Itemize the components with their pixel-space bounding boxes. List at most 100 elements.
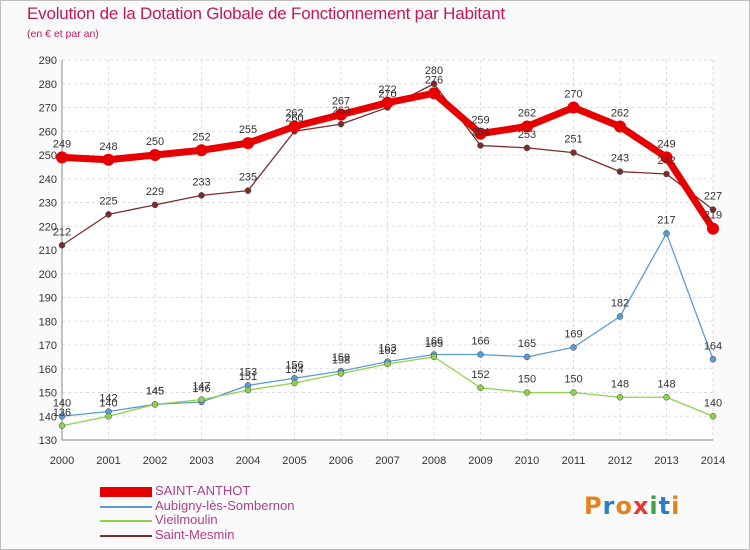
x-tick-label: 2012 [608, 455, 632, 467]
legend-label: Saint-Mesmin [155, 526, 235, 542]
data-point [660, 151, 673, 164]
data-point [105, 211, 112, 218]
data-label: 150 [564, 374, 582, 386]
y-tick-label: 200 [39, 269, 57, 281]
data-point [521, 120, 533, 133]
data-point [523, 389, 531, 396]
data-label: 280 [425, 65, 443, 77]
data-label: 252 [192, 131, 210, 143]
data-label: 272 [378, 84, 396, 96]
y-tick-label: 280 [39, 79, 57, 91]
data-label: 227 [704, 191, 722, 203]
data-label: 166 [425, 336, 443, 348]
x-tick-label: 2011 [562, 455, 586, 467]
data-label: 255 [239, 124, 257, 136]
data-point [570, 149, 577, 156]
legend-label: SAINT-ANTHOT [155, 483, 251, 498]
x-tick-label: 2006 [329, 455, 353, 467]
data-point [430, 353, 438, 361]
logo-letter: x [632, 492, 650, 520]
logo-letter: o [615, 492, 633, 520]
data-point [244, 386, 252, 394]
data-label: 164 [704, 340, 722, 352]
legend-swatch [100, 520, 152, 522]
data-point [616, 313, 624, 320]
y-tick-label: 180 [39, 316, 57, 328]
data-point [616, 168, 624, 175]
data-label: 233 [192, 176, 210, 188]
data-label: 158 [332, 355, 350, 367]
data-point [523, 144, 531, 152]
data-point [337, 370, 345, 377]
data-point [291, 379, 298, 387]
legend-item: SAINT-ANTHOT [100, 483, 360, 499]
y-tick-label: 170 [39, 340, 57, 352]
logo-letter: i [671, 492, 681, 520]
data-point [428, 87, 440, 100]
data-label: 251 [564, 134, 582, 146]
logo-letter: t [658, 492, 672, 520]
data-label: 182 [611, 298, 629, 310]
x-tick-label: 2008 [422, 455, 446, 467]
data-label: 152 [471, 369, 489, 381]
legend-label: Vieilmoulin [155, 512, 218, 527]
data-point [707, 222, 719, 235]
data-point [616, 394, 624, 401]
y-tick-label: 130 [39, 435, 57, 447]
legend: SAINT-ANTHOT Aubigny-lès-Sombernon Vieilmo… [100, 483, 360, 543]
data-label: 148 [657, 378, 675, 390]
data-point [198, 192, 205, 199]
data-label: 146 [192, 383, 210, 395]
data-label: 154 [285, 364, 303, 376]
x-tick-label: 2010 [515, 455, 539, 467]
data-point [58, 422, 66, 429]
data-point [477, 384, 484, 391]
data-point [242, 137, 254, 150]
data-label: 153 [239, 366, 257, 378]
data-point [663, 170, 670, 178]
data-label: 235 [239, 172, 257, 184]
data-label: 169 [564, 328, 582, 340]
y-tick-label: 250 [39, 150, 57, 162]
chart-title: Evolution de la Dotation Globale de Fonc… [27, 4, 505, 23]
data-point [58, 242, 66, 249]
y-tick-label: 220 [39, 221, 57, 233]
data-label: 250 [146, 136, 164, 148]
data-point [709, 413, 717, 420]
data-label: 270 [564, 89, 582, 101]
data-label: 156 [285, 359, 303, 371]
legend-swatch [100, 487, 152, 497]
data-point [567, 101, 580, 114]
legend-label: Aubigny-lès-Sombernon [155, 497, 295, 513]
data-label: 159 [332, 352, 350, 364]
data-label: 262 [611, 108, 629, 120]
y-tick-label: 290 [39, 55, 57, 67]
legend-item: Vieilmoulin [100, 512, 360, 528]
legend-swatch [100, 534, 152, 537]
data-label: 166 [471, 336, 489, 348]
y-tick-label: 260 [39, 126, 57, 138]
x-tick-label: 2009 [468, 455, 492, 467]
data-point [709, 206, 717, 213]
data-label: 229 [146, 186, 164, 198]
data-label: 150 [518, 374, 536, 386]
data-label: 242 [657, 155, 675, 167]
data-point [709, 356, 717, 363]
x-tick-label: 2004 [236, 455, 260, 467]
data-label: 262 [518, 108, 536, 120]
data-label: 270 [378, 89, 396, 101]
data-point [195, 144, 208, 157]
data-point [335, 108, 347, 121]
data-point [288, 120, 301, 133]
y-tick-label: 240 [39, 174, 57, 186]
x-tick-label: 2013 [654, 455, 678, 467]
x-tick-label: 2007 [375, 455, 399, 467]
data-label: 162 [378, 345, 396, 357]
legend-item: Saint-Mesmin [100, 526, 360, 543]
data-label: 243 [611, 153, 629, 165]
proxiti-logo: Proxiti [584, 492, 680, 520]
data-label: 217 [657, 214, 675, 226]
data-point [151, 201, 159, 209]
x-tick-label: 2001 [96, 455, 120, 467]
